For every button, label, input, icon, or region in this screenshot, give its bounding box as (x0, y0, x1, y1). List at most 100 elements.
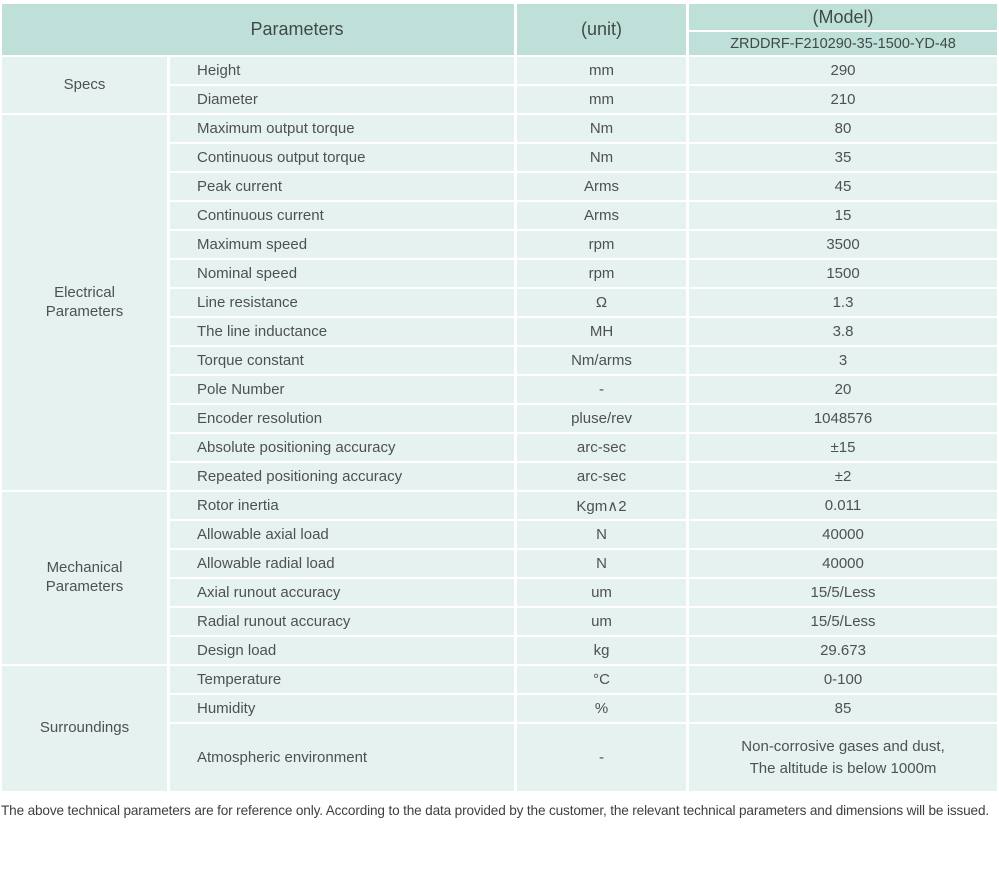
table-row: Peak current Arms 45 (2, 173, 998, 202)
param-cell: Radial runout accuracy (167, 608, 515, 637)
unit-cell: °C (514, 666, 687, 695)
unit-cell: arc-sec (514, 434, 687, 463)
unit-cell: um (514, 608, 687, 637)
table-row: Mechanical Parameters Rotor inertia Kgm∧2 0… (2, 492, 998, 666)
value-cell: 1048576 (686, 405, 998, 434)
unit-cell: kg (514, 637, 687, 666)
unit-cell: mm (514, 57, 687, 86)
table-row: Diameter mm 210 (2, 86, 998, 115)
table-row: The line inductance MH 3.8 (2, 318, 998, 347)
table-row: Humidity% 85 (2, 695, 998, 724)
param-cell: Continuous output torque (167, 144, 515, 173)
param-cell: Torque constant (167, 347, 515, 376)
param-cell: Design load (167, 637, 515, 666)
param-cell: Diameter (167, 86, 515, 115)
value-cell: 29.673 (686, 637, 998, 666)
table-row: Surroundings Temperature °C 0-100 (2, 666, 998, 793)
unit-cell: % (514, 695, 687, 724)
value-cell: 15/5/Less (686, 608, 998, 637)
unit-cell: Nm (514, 115, 687, 144)
value-cell: 80 (686, 115, 998, 144)
footer-note: The above technical parameters are for r… (1, 803, 989, 818)
parameters-column-header: Parameters (2, 4, 515, 57)
table-row: Maximum speed rpm 3500 (2, 231, 998, 260)
param-cell: Rotor inertia (167, 492, 515, 521)
section-label-surroundings: Surroundings (2, 666, 167, 793)
param-cell: Maximum speed (167, 231, 515, 260)
table-row: Nominal speed rpm 1500 (2, 260, 998, 289)
unit-cell: MH (514, 318, 687, 347)
table-row: Specs Height mm 290 (2, 57, 998, 115)
param-cell: Repeated positioning accuracy (167, 463, 515, 492)
unit-cell: pluse/rev (514, 405, 687, 434)
motor-spec-table: Parameters (unit) (Model) ZRDDRF-F210290… (2, 4, 998, 793)
table-row: Atmospheric environment - Non-corrosive ga… (2, 724, 998, 793)
param-cell: Absolute positioning accuracy (167, 434, 515, 463)
param-cell: Allowable radial load (167, 550, 515, 579)
value-cell: Non-corrosive gases and dust, The altitu… (686, 724, 998, 793)
param-cell: Encoder resolution (167, 405, 515, 434)
param-cell: Maximum output torque (167, 115, 515, 144)
value-cell: 15 (686, 202, 998, 231)
unit-cell: mm (514, 86, 687, 115)
value-cell: 210 (686, 86, 998, 115)
table-header: Parameters (unit) (Model) ZRDDRF-F210290… (2, 4, 998, 57)
table-body: Specs Height mm 290 Diameter mm 210 Electrical … (2, 57, 998, 793)
value-cell: 40000 (686, 550, 998, 579)
value-cell: 20 (686, 376, 998, 405)
value-cell: 1.3 (686, 289, 998, 318)
value-cell: ±2 (686, 463, 998, 492)
param-cell: Line resistance (167, 289, 515, 318)
unit-cell: Arms (514, 173, 687, 202)
param-cell: Continuous current (167, 202, 515, 231)
unit-cell: Nm/arms (514, 347, 687, 376)
value-cell: 3500 (686, 231, 998, 260)
value-cell: 3.8 (686, 318, 998, 347)
model-code: ZRDDRF-F210290-35-1500-YD-48 (686, 32, 998, 57)
param-cell: Atmospheric environment (167, 724, 515, 793)
value-cell: 0-100 (686, 666, 998, 695)
model-column-header: (Model) (686, 4, 998, 32)
value-cell: 1500 (686, 260, 998, 289)
table-row: Axial runout accuracy um 15/5/Less (2, 579, 998, 608)
value-cell: 85 (686, 695, 998, 724)
value-cell: 45 (686, 173, 998, 202)
table-row: Continuous current Arms 15 (2, 202, 998, 231)
param-cell: The line inductance (167, 318, 515, 347)
table-row: Continuous output torque Nm 35 (2, 144, 998, 173)
value-cell: 0.011 (686, 492, 998, 521)
param-cell: Nominal speed (167, 260, 515, 289)
param-cell: Peak current (167, 173, 515, 202)
unit-cell: N (514, 521, 687, 550)
param-cell: Height (167, 57, 515, 86)
table-row: Line resistance Ω 1.3 (2, 289, 998, 318)
value-cell: 290 (686, 57, 998, 86)
table-row: Torque constant Nm/arms 3 (2, 347, 998, 376)
unit-cell: rpm (514, 260, 687, 289)
section-label-mechanical-parameters: Mechanical Parameters (2, 492, 167, 666)
param-cell: Humidity (167, 695, 515, 724)
unit-cell: um (514, 579, 687, 608)
param-cell: Temperature (167, 666, 515, 695)
unit-cell: Kgm∧2 (514, 492, 687, 521)
value-cell: 15/5/Less (686, 579, 998, 608)
value-cell: ±15 (686, 434, 998, 463)
table-row: Design load kg 29.673 (2, 637, 998, 666)
table-row: Pole Number -20 (2, 376, 998, 405)
table-row: Radial runout accuracy um 15/5/Less (2, 608, 998, 637)
section-label-specs: Specs (2, 57, 167, 115)
param-cell: Allowable axial load (167, 521, 515, 550)
table-row: Allowable radial load N 40000 (2, 550, 998, 579)
table-row: Absolute positioning accuracy arc-sec ±15 (2, 434, 998, 463)
value-cell: 3 (686, 347, 998, 376)
table-row: Allowable axial load N 40000 (2, 521, 998, 550)
unit-cell: - (514, 376, 687, 405)
unit-cell: - (514, 724, 687, 793)
table-row: Encoder resolution pluse/rev 1048576 (2, 405, 998, 434)
unit-cell: rpm (514, 231, 687, 260)
unit-cell: Arms (514, 202, 687, 231)
unit-cell: Nm (514, 144, 687, 173)
value-cell: 35 (686, 144, 998, 173)
param-cell: Pole Number (167, 376, 515, 405)
